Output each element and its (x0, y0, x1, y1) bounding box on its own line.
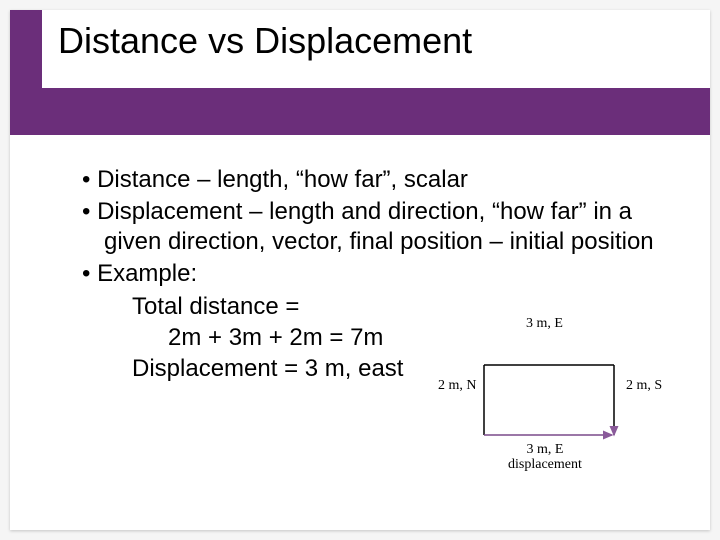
diag-left-label: 2 m, N (438, 378, 477, 393)
header-accent-block (10, 10, 42, 88)
diag-disp-line1: 3 m, E (526, 442, 563, 457)
diagram-svg (466, 330, 686, 500)
slide-title: Distance vs Displacement (58, 20, 472, 62)
example-line1: Total distance = (132, 291, 670, 322)
diag-top-label: 3 m, E (526, 316, 563, 331)
bullet-displacement: Displacement – length and direction, “ho… (82, 197, 670, 257)
header-bar: Distance vs Displacement (10, 10, 710, 135)
diag-right-label: 2 m, S (626, 378, 662, 393)
bullet-distance: Distance – length, “how far”, scalar (82, 165, 670, 195)
diag-disp-label: 3 m, E displacement (508, 442, 582, 473)
slide: Distance vs Displacement Distance – leng… (10, 10, 710, 530)
bullet-example: Example: (82, 259, 670, 289)
diag-disp-line2: displacement (508, 457, 582, 472)
path-diagram: 3 m, E 2 m, N 2 m, S 3 m, E displacement (466, 330, 686, 500)
